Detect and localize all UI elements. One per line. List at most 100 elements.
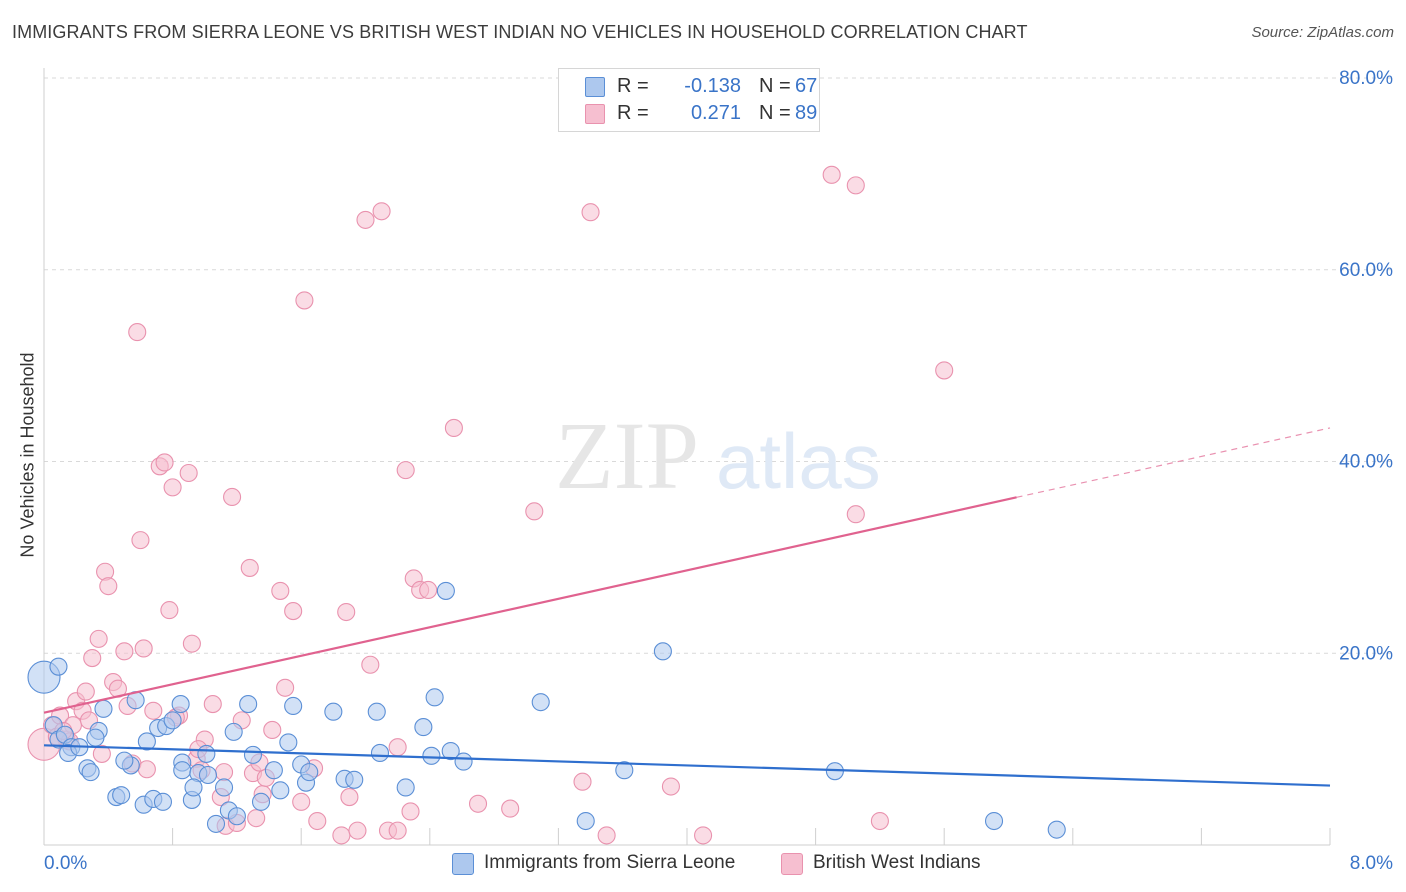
data-point bbox=[401, 802, 420, 821]
data-point bbox=[263, 720, 282, 740]
data-point bbox=[223, 487, 242, 507]
data-point bbox=[573, 772, 592, 791]
data-point bbox=[414, 718, 433, 737]
data-point bbox=[337, 602, 356, 622]
data-point bbox=[531, 693, 550, 712]
series-sierra-leone bbox=[27, 581, 1066, 839]
data-point bbox=[370, 743, 390, 763]
data-point bbox=[224, 722, 243, 741]
data-point bbox=[86, 728, 105, 747]
x-tick-label: 0.0% bbox=[44, 853, 87, 874]
data-point bbox=[279, 733, 298, 752]
data-point bbox=[182, 634, 201, 653]
data-point bbox=[348, 821, 367, 840]
blue-swatch bbox=[452, 853, 474, 875]
data-point bbox=[396, 461, 415, 480]
data-point bbox=[49, 657, 68, 676]
data-point bbox=[444, 418, 463, 437]
series-british-west-indians bbox=[27, 165, 954, 845]
data-point bbox=[284, 602, 303, 621]
watermark-zip: ZIP bbox=[555, 402, 699, 509]
pink-swatch bbox=[585, 104, 605, 124]
data-point bbox=[137, 760, 156, 779]
data-point bbox=[935, 361, 954, 380]
y-tick-label: 60.0% bbox=[1339, 260, 1393, 281]
trend-line bbox=[43, 496, 1017, 714]
data-point bbox=[425, 688, 444, 707]
data-point bbox=[184, 778, 203, 797]
data-point bbox=[345, 770, 364, 789]
legend-r-label: R = bbox=[617, 75, 649, 97]
data-point bbox=[155, 453, 174, 472]
trend-lines bbox=[43, 427, 1331, 787]
data-point bbox=[324, 702, 343, 721]
data-point bbox=[227, 807, 246, 826]
data-point bbox=[128, 323, 147, 342]
data-point bbox=[441, 741, 460, 761]
data-point bbox=[822, 165, 841, 184]
data-point bbox=[525, 502, 544, 521]
data-point bbox=[171, 695, 190, 714]
legend-n-label: N = bbox=[759, 75, 791, 97]
blue-swatch bbox=[585, 77, 605, 97]
data-point bbox=[206, 814, 226, 833]
data-point bbox=[295, 291, 314, 310]
data-point bbox=[388, 821, 407, 840]
data-point bbox=[388, 738, 407, 757]
y-tick-label: 20.0% bbox=[1339, 643, 1393, 664]
data-point bbox=[243, 745, 263, 764]
data-point bbox=[576, 811, 595, 831]
pink-swatch bbox=[781, 853, 803, 875]
data-point bbox=[271, 581, 290, 600]
data-point bbox=[271, 781, 290, 800]
data-point bbox=[163, 478, 182, 497]
legend-n-value: 67 bbox=[795, 75, 818, 97]
data-point bbox=[99, 577, 118, 596]
legend-n-label: N = bbox=[759, 102, 791, 124]
legend-r-value: 0.271 bbox=[690, 102, 741, 124]
data-point bbox=[581, 203, 600, 222]
data-point bbox=[134, 639, 153, 658]
data-point bbox=[454, 752, 473, 771]
data-point bbox=[653, 642, 672, 661]
legend-n-value: 89 bbox=[795, 102, 818, 124]
data-point bbox=[356, 210, 375, 229]
data-point bbox=[396, 778, 415, 797]
data-point bbox=[308, 811, 327, 831]
data-point bbox=[89, 629, 108, 648]
data-point bbox=[163, 711, 182, 730]
data-point bbox=[179, 463, 198, 483]
data-point bbox=[137, 732, 156, 751]
legend-r-label: R = bbox=[617, 102, 649, 124]
data-point bbox=[292, 792, 311, 811]
axes bbox=[43, 68, 1331, 846]
data-point bbox=[214, 763, 234, 782]
data-point bbox=[264, 761, 283, 780]
x-tick-label: 8.0% bbox=[1350, 853, 1393, 874]
data-point bbox=[332, 826, 351, 845]
data-point bbox=[661, 777, 680, 796]
legend-r-value: -0.138 bbox=[684, 75, 741, 97]
legend-label: Immigrants from Sierra Leone bbox=[484, 852, 736, 873]
tick-labels: 20.0% 40.0% 60.0% 80.0% 0.0% 8.0% bbox=[44, 68, 1393, 874]
gridlines bbox=[44, 77, 1392, 654]
data-point bbox=[144, 701, 163, 720]
data-point bbox=[615, 761, 634, 780]
data-point bbox=[251, 792, 271, 811]
data-point bbox=[372, 202, 391, 221]
data-point bbox=[81, 763, 100, 782]
y-tick-label: 40.0% bbox=[1339, 452, 1393, 473]
data-point bbox=[846, 505, 865, 524]
data-point bbox=[198, 765, 218, 785]
correlation-legend: R = -0.138 N = 67 R = 0.271 N = 89 bbox=[558, 68, 820, 132]
data-point bbox=[361, 655, 380, 674]
data-point bbox=[1047, 820, 1066, 839]
data-point bbox=[115, 751, 134, 770]
trend-line-extension bbox=[1016, 427, 1331, 498]
data-point bbox=[276, 678, 295, 697]
data-point bbox=[468, 794, 488, 813]
data-point bbox=[247, 809, 266, 828]
chart-title: IMMIGRANTS FROM SIERRA LEONE VS BRITISH … bbox=[12, 22, 1028, 42]
data-point bbox=[984, 811, 1004, 831]
data-point bbox=[300, 763, 319, 782]
